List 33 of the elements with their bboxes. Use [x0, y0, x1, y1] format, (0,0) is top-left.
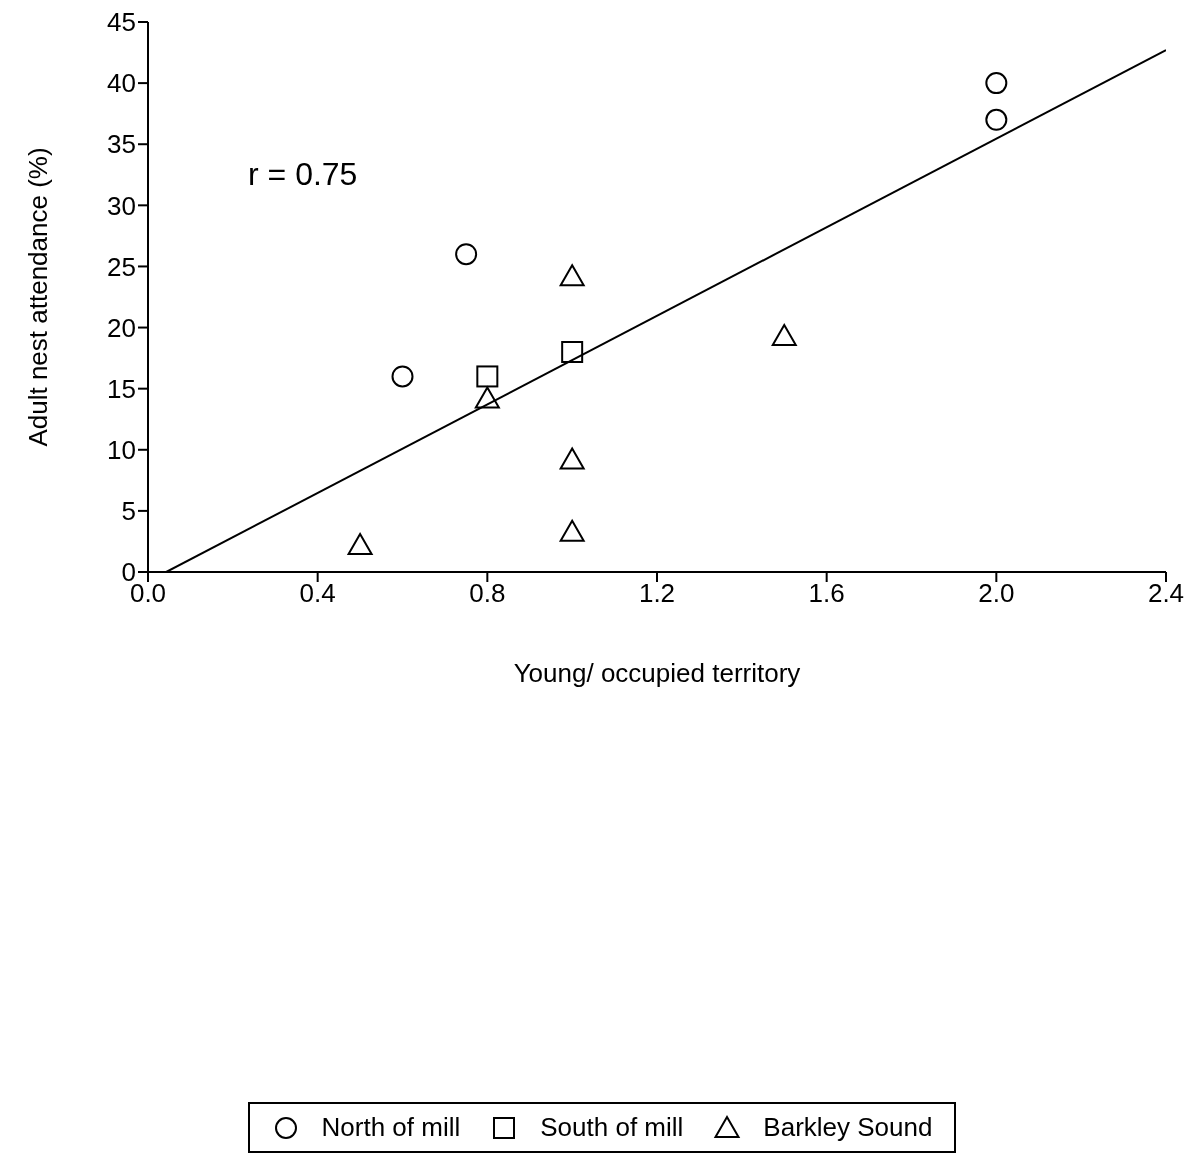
point — [561, 341, 584, 363]
point — [474, 386, 500, 409]
point — [455, 243, 478, 266]
x-tick-label: 2.4 — [1147, 578, 1185, 609]
y-tick-label: 10 — [107, 435, 136, 466]
y-tick-label: 20 — [107, 312, 136, 343]
point — [985, 72, 1008, 95]
annotation: r = 0.75 — [248, 156, 358, 193]
y-tick-label: 40 — [107, 68, 136, 99]
x-tick-label: 2.0 — [978, 578, 1015, 609]
point — [476, 365, 499, 388]
point — [559, 447, 585, 470]
point — [985, 108, 1008, 131]
y-tick-label: 15 — [107, 373, 136, 404]
legend-label: Barkley Sound — [763, 1112, 933, 1143]
y-tick-label: 45 — [107, 7, 136, 38]
y-tick-label: 30 — [107, 190, 136, 221]
legend-label: North of mill — [321, 1112, 461, 1143]
y-axis-title: Adult nest attendance (%) — [23, 147, 54, 447]
x-tick-label: 0.4 — [299, 578, 336, 609]
legend-label: South of mill — [540, 1112, 684, 1143]
x-tick-label: 1.2 — [638, 578, 676, 609]
x-axis-title: Young/ occupied territory — [513, 658, 801, 688]
point — [347, 533, 373, 556]
y-tick-label: 35 — [107, 129, 136, 160]
point — [559, 264, 585, 287]
point — [391, 365, 414, 388]
point — [771, 324, 797, 347]
x-tick-label: 0.8 — [469, 578, 506, 609]
point — [559, 519, 585, 542]
y-tick-label: 25 — [107, 251, 136, 282]
y-tick-label: 5 — [121, 496, 136, 527]
x-tick-label: 1.6 — [808, 578, 845, 609]
